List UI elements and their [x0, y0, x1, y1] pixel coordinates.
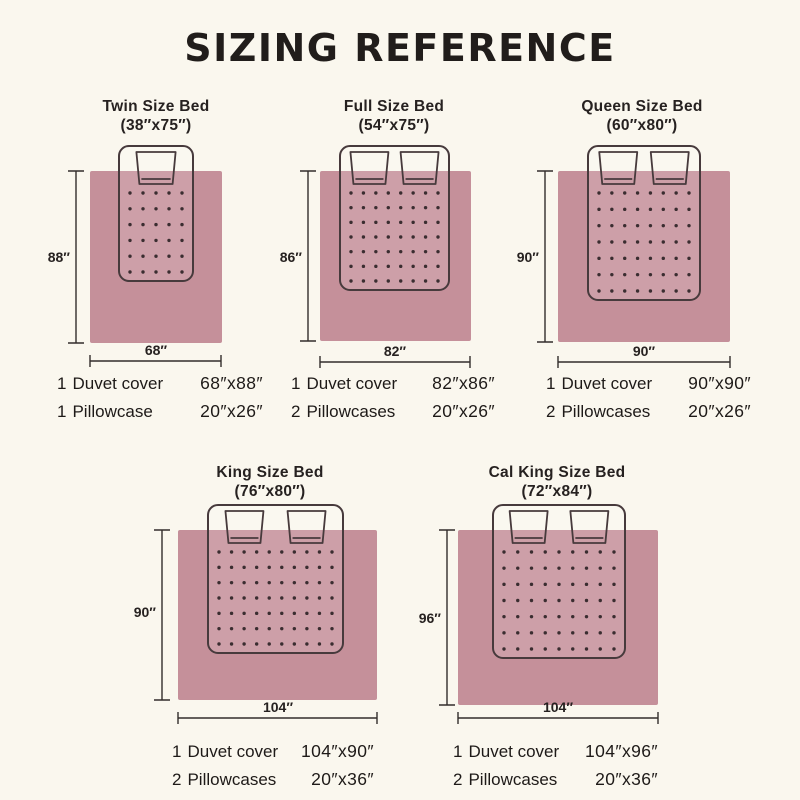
width-dimension-line-king	[177, 712, 378, 724]
pillow-king	[224, 510, 265, 544]
bed-diagram-full	[300, 145, 471, 368]
spec-block-twin: 1 Duvet cover 68″x88″ 1 Pillowcase 20″x26″	[57, 373, 263, 429]
spec-size: 104″x90″	[300, 741, 374, 761]
spec-item: 2 Pillowcases	[291, 402, 396, 421]
bed-name: Twin Size Bed	[102, 98, 210, 115]
bed-name: Cal King Size Bed	[488, 464, 626, 481]
duvet-dots-king	[217, 550, 334, 646]
bed-title-queen: Queen Size Bed (60″x80″)	[522, 97, 762, 135]
pillow-full	[349, 151, 390, 185]
spec-size: 20″x26″	[200, 401, 263, 421]
spec-item: 1 Duvet cover	[57, 374, 164, 393]
duvet-spec-row: 1 Duvet cover 104″x96″	[453, 741, 658, 762]
duvet-height-label-queen: 90″	[516, 249, 539, 265]
bed-diagram-king	[154, 504, 378, 724]
height-dimension-line-king	[154, 529, 170, 701]
duvet-king	[178, 530, 377, 700]
bed-mattress-size: (38″x75″)	[120, 117, 192, 134]
spec-item: 1 Duvet cover	[291, 374, 398, 393]
duvet-height-label-cal-king: 96″	[418, 610, 441, 626]
bed-mattress-size: (54″x75″)	[358, 117, 430, 134]
width-dimension-line-full	[319, 356, 471, 368]
spec-block-king: 1 Duvet cover 104″x90″ 2 Pillowcases 20″x3…	[172, 741, 374, 797]
duvet-height-label-full: 86″	[279, 249, 302, 265]
width-dimension-line-twin	[89, 355, 222, 367]
bed-name: Full Size Bed	[343, 98, 445, 115]
mattress-outline-queen	[587, 145, 701, 301]
page-title: SIZING REFERENCE	[184, 26, 616, 70]
mattress-outline-full	[339, 145, 450, 291]
spec-item: 2 Pillowcases	[453, 770, 558, 789]
duvet-width-label-twin: 68″	[144, 342, 168, 358]
duvet-spec-row: 1 Duvet cover 68″x88″	[57, 373, 263, 394]
duvet-width-label-full: 82″	[383, 343, 407, 359]
duvet-full	[320, 171, 471, 341]
spec-size: 20″x36″	[595, 769, 658, 789]
spec-block-full: 1 Duvet cover 82″x86″ 2 Pillowcases 20″x26…	[291, 373, 495, 429]
pillow-full	[399, 151, 440, 185]
duvet-height-label-king: 90″	[133, 604, 156, 620]
height-dimension-line-twin	[68, 170, 84, 344]
spec-size: 90″x90″	[688, 373, 751, 393]
spec-item: 1 Pillowcase	[57, 402, 153, 421]
pillow-twin	[135, 151, 177, 185]
duvet-dots-twin	[128, 191, 184, 274]
pillowcase-spec-row: 2 Pillowcases 20″x36″	[172, 769, 374, 790]
bed-title-twin: Twin Size Bed (38″x75″)	[36, 97, 276, 135]
duvet-dots-cal_king	[502, 550, 616, 651]
bed-name: King Size Bed	[216, 464, 324, 481]
bed-name: Queen Size Bed	[581, 98, 703, 115]
spec-item: 2 Pillowcases	[546, 402, 651, 421]
duvet-width-label-queen: 90″	[632, 343, 656, 359]
bed-mattress-size: (72″x84″)	[521, 483, 593, 500]
mattress-outline-twin	[118, 145, 194, 282]
bed-mattress-size: (76″x80″)	[234, 483, 306, 500]
bed-diagram-twin	[68, 145, 222, 367]
pillow-queen	[598, 151, 639, 185]
duvet-width-label-cal-king: 104″	[542, 699, 574, 715]
spec-item: 2 Pillowcases	[172, 770, 277, 789]
bed-title-full: Full Size Bed (54″x75″)	[274, 97, 514, 135]
spec-block-queen: 1 Duvet cover 90″x90″ 2 Pillowcases 20″x26…	[546, 373, 751, 429]
bed-diagram-cal_king	[439, 504, 659, 724]
pillowcase-spec-row: 2 Pillowcases 20″x26″	[291, 401, 495, 422]
height-dimension-line-cal_king	[439, 529, 455, 706]
width-dimension-line-cal_king	[457, 712, 659, 724]
spec-size: 20″x26″	[688, 401, 751, 421]
spec-size: 68″x88″	[200, 373, 263, 393]
duvet-dots-queen	[597, 191, 691, 293]
duvet-dots-full	[349, 191, 440, 283]
mattress-outline-king	[207, 504, 344, 654]
bed-title-king: King Size Bed (76″x80″)	[150, 463, 390, 501]
pillow-king	[286, 510, 327, 544]
spec-block-cal-king: 1 Duvet cover 104″x96″ 2 Pillowcases 20″x3…	[453, 741, 658, 797]
spec-size: 20″x26″	[432, 401, 495, 421]
duvet-spec-row: 1 Duvet cover 104″x90″	[172, 741, 374, 762]
pillow-cal_king	[569, 510, 610, 544]
pillowcase-spec-row: 2 Pillowcases 20″x26″	[546, 401, 751, 422]
pillowcase-spec-row: 1 Pillowcase 20″x26″	[57, 401, 263, 422]
spec-size: 104″x96″	[584, 741, 658, 761]
spec-item: 1 Duvet cover	[172, 742, 279, 761]
spec-item: 1 Duvet cover	[453, 742, 560, 761]
pillow-queen	[649, 151, 690, 185]
duvet-spec-row: 1 Duvet cover 82″x86″	[291, 373, 495, 394]
height-dimension-line-queen	[537, 170, 553, 343]
pillow-cal_king	[508, 510, 549, 544]
duvet-width-label-king: 104″	[262, 699, 294, 715]
width-dimension-line-queen	[557, 356, 731, 368]
bed-title-cal-king: Cal King Size Bed (72″x84″)	[437, 463, 677, 501]
mattress-outline-cal_king	[492, 504, 626, 659]
spec-item: 1 Duvet cover	[546, 374, 653, 393]
spec-size: 20″x36″	[311, 769, 374, 789]
spec-size: 82″x86″	[432, 373, 495, 393]
pillowcase-spec-row: 2 Pillowcases 20″x36″	[453, 769, 658, 790]
height-dimension-line-full	[300, 170, 316, 342]
bed-mattress-size: (60″x80″)	[606, 117, 678, 134]
bed-diagram-queen	[537, 145, 731, 368]
duvet-spec-row: 1 Duvet cover 90″x90″	[546, 373, 751, 394]
duvet-height-label-twin: 88″	[47, 249, 70, 265]
